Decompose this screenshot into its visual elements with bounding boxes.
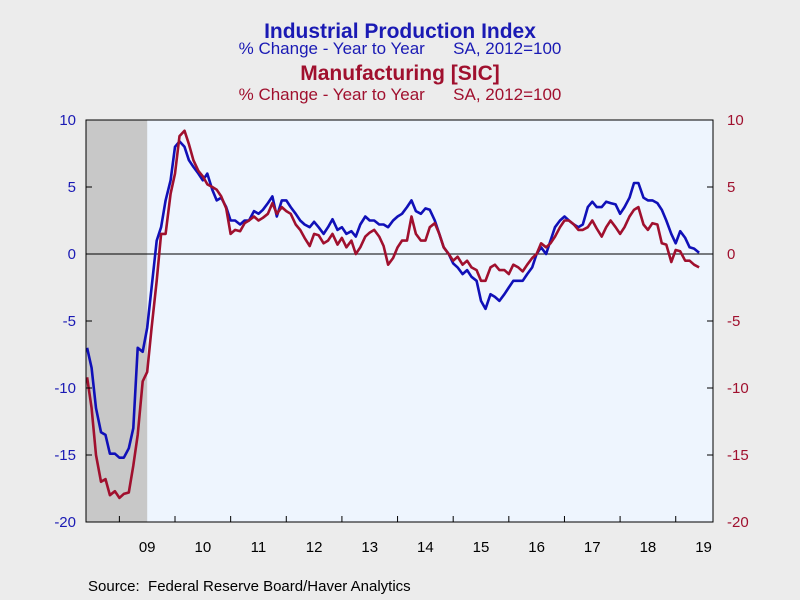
y-right-tick-label: -5 xyxy=(727,313,740,330)
y-right-tick-label: 0 xyxy=(727,246,735,263)
y-right-tick-label: -15 xyxy=(727,447,749,464)
chart-source: Source: Federal Reserve Board/Haver Anal… xyxy=(88,578,411,595)
y-right-tick-label: -20 xyxy=(727,514,749,531)
recession-band-1 xyxy=(86,120,148,522)
x-tick-label: 18 xyxy=(640,539,657,556)
y-left-tick-label: -5 xyxy=(63,313,76,330)
chart-title-2: % Change - Year to Year SA, 2012=100 xyxy=(238,39,562,58)
plot-area xyxy=(86,120,713,522)
chart-title-1: Industrial Production Index xyxy=(264,20,536,43)
y-left-tick-label: -15 xyxy=(54,447,76,464)
x-tick-label: 10 xyxy=(194,539,211,556)
x-tick-label: 12 xyxy=(306,539,323,556)
y-right-tick-label: 10 xyxy=(727,112,744,129)
chart-title-4: % Change - Year to Year SA, 2012=100 xyxy=(238,85,562,104)
y-left-tick-label: 0 xyxy=(68,246,76,263)
chart-title-3: Manufacturing [SIC] xyxy=(300,62,500,85)
y-left-tick-label: -20 xyxy=(54,514,76,531)
y-right-tick-label: -10 xyxy=(727,380,749,397)
series-line-1 xyxy=(85,140,700,459)
x-tick-label: 15 xyxy=(473,539,490,556)
x-tick-label: 16 xyxy=(528,539,545,556)
y-right-tick-label: 5 xyxy=(727,179,735,196)
y-left-tick-label: -10 xyxy=(54,380,76,397)
x-tick-label: 17 xyxy=(584,539,601,556)
y-left-tick-label: 5 xyxy=(68,179,76,196)
x-tick-label: 11 xyxy=(251,539,267,556)
y-left-tick-label: 10 xyxy=(59,112,76,129)
x-tick-label: 19 xyxy=(695,539,712,556)
series-line-2 xyxy=(85,129,700,500)
x-tick-label: 09 xyxy=(139,539,156,556)
x-tick-label: 13 xyxy=(361,539,378,556)
x-tick-label: 14 xyxy=(417,539,434,556)
